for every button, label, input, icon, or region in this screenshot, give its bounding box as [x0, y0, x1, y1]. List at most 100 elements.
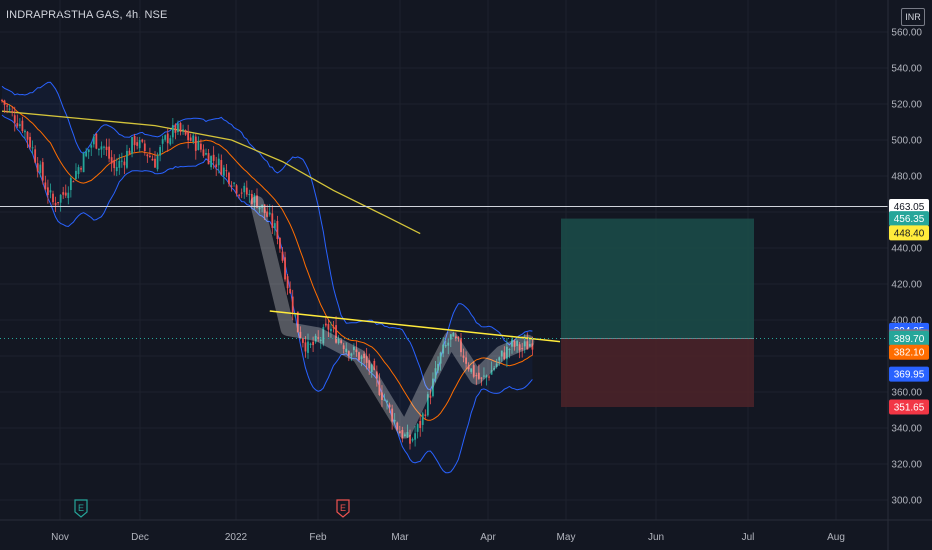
candle-body	[279, 238, 281, 249]
time-tick-label: Dec	[131, 532, 149, 543]
candle-body	[75, 170, 77, 179]
candle-body	[67, 192, 70, 199]
bollinger-bands	[1, 81, 533, 474]
candle-body	[141, 139, 144, 142]
candle-body	[360, 356, 363, 359]
candle-body	[118, 160, 121, 168]
candle-body	[82, 153, 85, 173]
candle-body	[350, 353, 353, 356]
candle-body	[370, 364, 373, 373]
candle-body	[59, 194, 62, 203]
candle-body	[202, 149, 205, 156]
candle-body	[513, 341, 516, 347]
candle-body	[182, 129, 184, 131]
candle-body	[498, 357, 501, 361]
candle-body	[342, 345, 345, 350]
candle-body	[506, 346, 508, 360]
candle-body	[248, 193, 251, 196]
candle-body	[516, 340, 518, 346]
candle-body	[177, 123, 179, 133]
candle-body	[304, 342, 307, 352]
candle-body	[266, 211, 269, 217]
candle-body	[322, 327, 325, 344]
candle-body	[184, 130, 187, 135]
price-tick-label: 520.00	[891, 100, 922, 111]
candle-body	[156, 155, 159, 170]
overlays[interactable]	[0, 196, 888, 439]
candle-body	[444, 345, 447, 347]
candle-body	[375, 371, 378, 379]
candle-body	[302, 338, 304, 343]
candle-body	[136, 142, 139, 146]
candle-body	[307, 341, 309, 353]
candle-body	[312, 341, 314, 346]
candle-body	[457, 336, 460, 339]
price-tick-label: 320.00	[891, 460, 922, 471]
candle-body	[192, 135, 195, 142]
candle-body	[462, 355, 465, 358]
price-axis[interactable]: 560.00540.00520.00500.00480.00460.00440.…	[887, 0, 922, 550]
candle-body	[34, 149, 37, 163]
time-tick-label: Nov	[51, 532, 69, 543]
candle-body	[281, 251, 284, 261]
candle-body	[472, 365, 475, 377]
time-axis[interactable]: Nov Dec 2022 Feb Mar Apr May Jun Jul Aug	[0, 519, 932, 543]
candle-body	[189, 137, 192, 141]
candle-body	[69, 177, 72, 191]
candle-body	[437, 363, 439, 371]
candle-body	[383, 399, 386, 401]
earnings-marker-icon	[336, 499, 350, 518]
candle-body	[123, 161, 126, 166]
bb-fill	[2, 82, 533, 473]
candle-body	[347, 351, 350, 356]
candle-body	[194, 136, 197, 151]
price-badge	[889, 366, 929, 382]
candle-body	[426, 394, 429, 416]
candle-body	[258, 206, 261, 210]
price-tick-label: 420.00	[891, 280, 922, 291]
candle-body	[126, 150, 128, 168]
candle-body	[253, 194, 256, 203]
candle-body	[169, 138, 172, 145]
price-badge	[889, 331, 929, 347]
candle-body	[286, 276, 289, 289]
price-badge-label: 448.40	[894, 228, 925, 239]
position-zones[interactable]	[561, 218, 754, 408]
candle-body	[447, 342, 450, 346]
price-badge-label: 382.10	[894, 348, 925, 359]
currency-label[interactable]: INR	[901, 8, 925, 26]
candle-body	[528, 344, 531, 347]
candle-body	[72, 181, 75, 183]
candle-body	[340, 340, 343, 343]
candle-body	[100, 146, 103, 150]
candle-body	[197, 141, 200, 151]
candle-body	[291, 296, 294, 313]
candle-body	[77, 167, 80, 175]
candle-body	[388, 404, 391, 408]
candle-body	[92, 136, 95, 145]
candle-body	[251, 193, 253, 204]
candle-body	[161, 139, 164, 144]
candle-body	[39, 164, 42, 173]
earnings-marker-label: E	[340, 503, 346, 513]
candle-body	[233, 182, 235, 184]
candle-body	[406, 432, 409, 438]
candle-body	[98, 148, 100, 151]
candle-body	[235, 185, 238, 194]
candle-body	[526, 341, 529, 350]
candle-body	[404, 434, 406, 437]
price-badges: 463.05456.35448.40394.25390.70389.70382.…	[889, 199, 929, 415]
candle-body	[475, 375, 478, 377]
price-tick-label: 480.00	[891, 172, 922, 183]
candle-body	[47, 187, 49, 196]
candle-body	[432, 378, 434, 397]
candle-body	[521, 348, 524, 350]
candle-body	[429, 395, 432, 398]
time-tick-label: Jul	[742, 532, 755, 543]
candle-body	[179, 123, 182, 132]
candle-body	[414, 433, 416, 440]
candle-body	[483, 375, 485, 377]
candle-body	[409, 434, 411, 444]
